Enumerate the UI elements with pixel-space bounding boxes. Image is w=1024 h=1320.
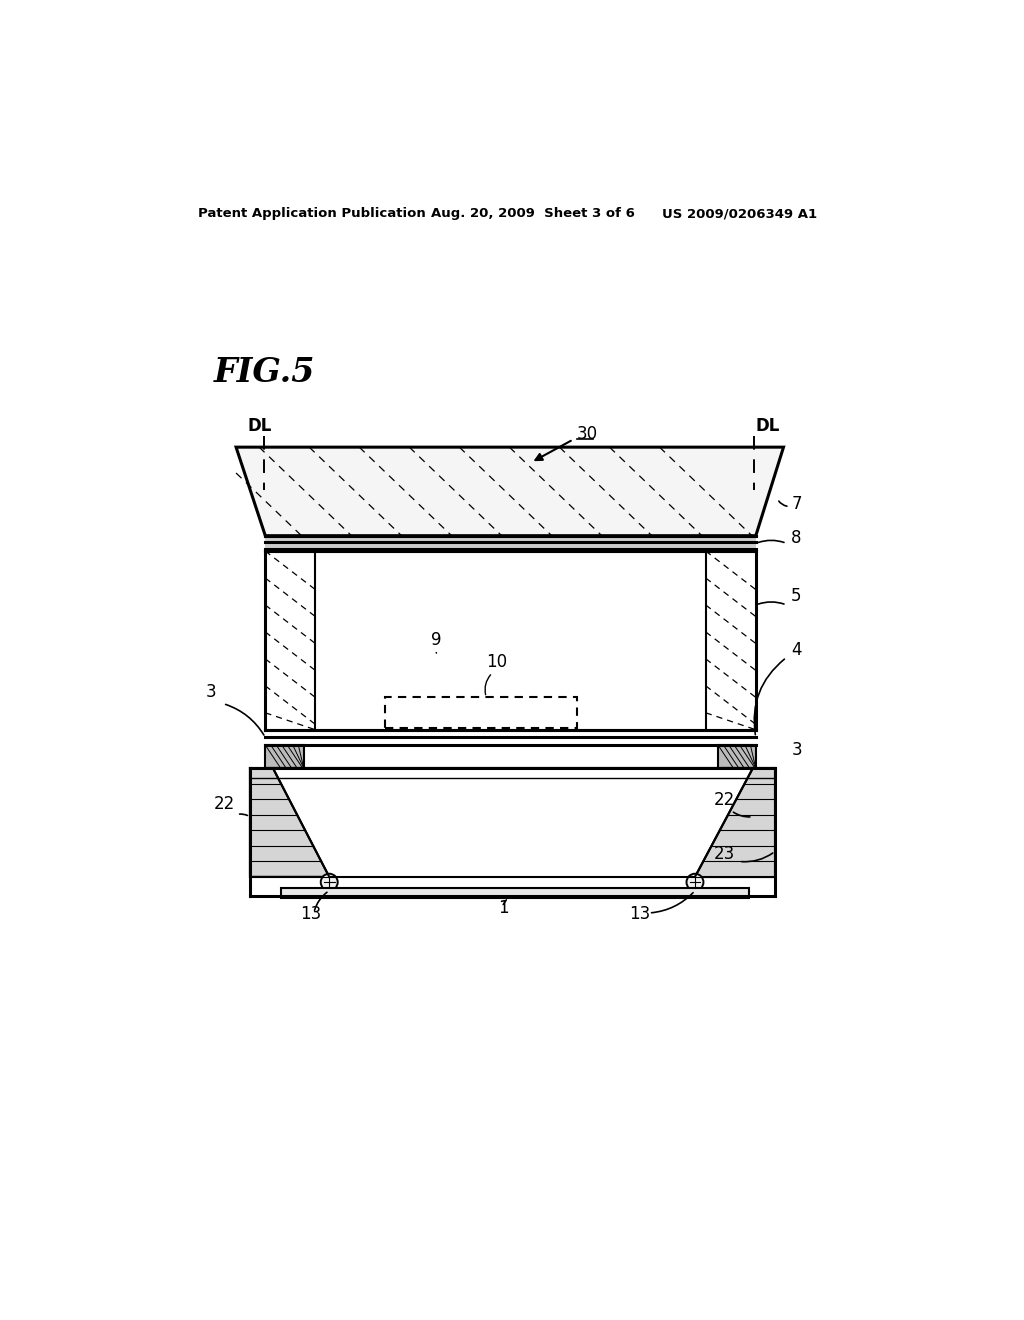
Text: 5: 5 <box>792 587 802 605</box>
Polygon shape <box>695 768 775 876</box>
Text: 23: 23 <box>714 845 735 863</box>
Polygon shape <box>250 768 330 876</box>
Text: 3: 3 <box>792 741 802 759</box>
Bar <box>265 536 756 552</box>
Text: 4: 4 <box>792 642 802 659</box>
Text: Patent Application Publication: Patent Application Publication <box>199 207 426 220</box>
Text: 10: 10 <box>486 652 508 671</box>
Polygon shape <box>237 447 783 536</box>
Circle shape <box>686 874 703 891</box>
Bar <box>385 697 578 729</box>
Text: Aug. 20, 2009  Sheet 3 of 6: Aug. 20, 2009 Sheet 3 of 6 <box>431 207 635 220</box>
Text: 8: 8 <box>792 529 802 548</box>
Text: 13: 13 <box>300 906 322 923</box>
Text: DL: DL <box>756 417 780 436</box>
Text: DL: DL <box>248 417 272 436</box>
Text: US 2009/0206349 A1: US 2009/0206349 A1 <box>662 207 817 220</box>
Text: 22: 22 <box>714 791 735 809</box>
Bar <box>718 744 756 768</box>
Text: 13: 13 <box>630 906 651 923</box>
Bar <box>265 744 304 768</box>
Text: 3: 3 <box>206 684 217 701</box>
Circle shape <box>321 874 338 891</box>
Text: 30: 30 <box>578 425 598 444</box>
Bar <box>281 888 749 898</box>
Text: 7: 7 <box>792 495 802 512</box>
Text: 1: 1 <box>498 899 509 917</box>
Text: 22: 22 <box>214 795 234 813</box>
Text: FIG.5: FIG.5 <box>214 355 315 388</box>
Text: 9: 9 <box>431 631 441 649</box>
